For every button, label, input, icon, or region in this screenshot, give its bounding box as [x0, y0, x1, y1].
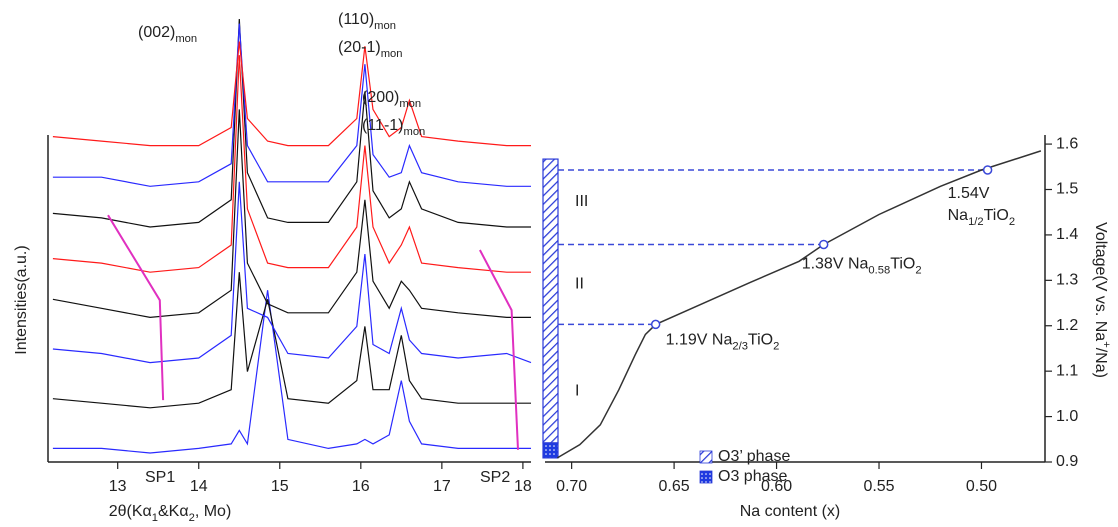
peak-label: (200)mon: [362, 89, 421, 110]
x-axis-title: 2θ(Kα1&Kα2, Mo): [109, 503, 232, 524]
y-tick-label: 1.3: [1056, 272, 1078, 289]
x-tick-label: 14: [190, 478, 208, 495]
x-tick-label: 13: [109, 478, 127, 495]
annotation-part: 1.19V Na: [666, 332, 733, 349]
marker: [650, 319, 661, 330]
peak-label-part: mon: [374, 20, 396, 32]
y-axis-title-part: /Na): [1092, 348, 1109, 378]
peak-label-part: mon: [175, 33, 197, 45]
x-tick-label: 16: [352, 478, 370, 495]
annotation-part: 2/3: [732, 340, 748, 352]
trace: [52, 272, 531, 409]
trace: [52, 55, 531, 273]
x-axis-title-part: &Kα: [158, 503, 189, 520]
x-tick-label: 0.60: [761, 478, 792, 495]
y-axis-title-part: +: [1100, 341, 1112, 348]
guide-label: SP1: [145, 469, 175, 486]
y-axis-title-part: Voltage(V vs. Na: [1092, 222, 1109, 341]
trace: [52, 18, 531, 228]
peak-label-part: (20-1): [338, 39, 381, 56]
phase-bar: [542, 442, 559, 459]
trace: [52, 41, 531, 147]
y-tick-label: 1.1: [1056, 362, 1078, 379]
marker: [982, 165, 993, 175]
peak-label: (110)mon: [338, 11, 396, 32]
peak-label-part: (11-1): [362, 117, 404, 134]
x-tick-label: 17: [433, 478, 451, 495]
x-tick-label: 0.50: [966, 478, 997, 495]
y-axis-title: Intensities(a.u.): [13, 245, 30, 354]
annotation-part: 1/2: [968, 216, 984, 228]
annotation: Na1/2TiO2: [948, 207, 1015, 228]
guide-label: SP2: [480, 469, 510, 486]
annotation: 1.38V Na0.58TiO2: [802, 256, 922, 277]
annotation: 1.54V: [948, 185, 990, 202]
annotation-part: TiO: [984, 207, 1009, 224]
peak-label: (20-1)mon: [338, 39, 402, 60]
annotation: 1.19V Na2/3TiO2: [666, 332, 780, 353]
annotation-part: Na: [948, 207, 969, 224]
annotation-part: 1.54V: [948, 185, 990, 202]
phase-bar: [542, 158, 559, 444]
annotation-part: TiO: [890, 256, 915, 273]
guide-line: [107, 214, 165, 401]
trace: [52, 109, 531, 319]
y-axis-title: Voltage(V vs. Na+/Na): [1092, 222, 1112, 378]
peak-label-part: mon: [381, 48, 403, 60]
annotation-part: 0.58: [868, 264, 890, 276]
legend-label: O3’ phase: [718, 448, 790, 465]
trace: [52, 23, 531, 187]
guide-line: [479, 249, 519, 450]
annotation-part: TiO: [748, 332, 773, 349]
x-axis-title-part: 2: [189, 512, 195, 524]
y-tick-label: 1.0: [1056, 408, 1078, 425]
x-tick-label: 0.70: [556, 478, 587, 495]
annotation-part: 2: [1009, 216, 1015, 228]
phase-label: I: [575, 382, 579, 399]
peak-label: (11-1)mon: [362, 117, 425, 138]
peak-label-part: (200): [362, 89, 399, 106]
y-tick-label: 1.5: [1056, 181, 1078, 198]
x-axis-title: Na content (x): [740, 503, 840, 520]
x-tick-label: 15: [271, 478, 289, 495]
y-tick-label: 1.4: [1056, 226, 1078, 243]
phase-label: II: [575, 276, 584, 293]
legend-swatch: [699, 450, 713, 464]
peak-label: (002)mon: [138, 24, 197, 45]
peak-label-part: mon: [399, 98, 421, 110]
x-axis-title-part: , Mo): [195, 503, 231, 520]
annotation-part: 1.38V Na: [802, 256, 869, 273]
curve: [556, 150, 1042, 459]
y-tick-label: 1.6: [1056, 135, 1078, 152]
x-tick-label: 0.65: [659, 478, 690, 495]
marker: [818, 239, 829, 250]
y-tick-label: 0.9: [1056, 453, 1078, 470]
peak-label-part: mon: [404, 126, 426, 138]
peak-label-part: (002): [138, 24, 175, 41]
annotation-part: 2: [773, 340, 779, 352]
trace: [52, 290, 531, 454]
x-axis-title-part: 2θ(Kα: [109, 503, 152, 520]
legend-swatch: [699, 470, 713, 484]
legend-label: O3 phase: [718, 468, 787, 485]
x-axis-title-part: 1: [152, 512, 158, 524]
annotation-part: 2: [915, 264, 921, 276]
trace: [52, 181, 532, 364]
y-tick-label: 1.2: [1056, 317, 1078, 334]
x-tick-label: 0.55: [863, 478, 894, 495]
peak-label-part: (110): [338, 11, 374, 28]
phase-label: III: [575, 193, 588, 210]
x-tick-label: 18: [514, 478, 532, 495]
